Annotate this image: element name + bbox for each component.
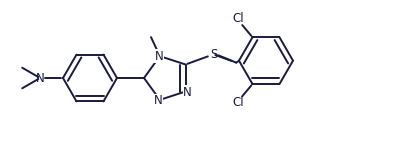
Text: N: N (153, 94, 162, 107)
Text: N: N (155, 50, 163, 63)
Text: N: N (183, 86, 192, 99)
Text: Cl: Cl (232, 96, 244, 109)
Text: Cl: Cl (232, 12, 244, 25)
Text: S: S (210, 48, 217, 61)
Text: N: N (36, 72, 44, 85)
